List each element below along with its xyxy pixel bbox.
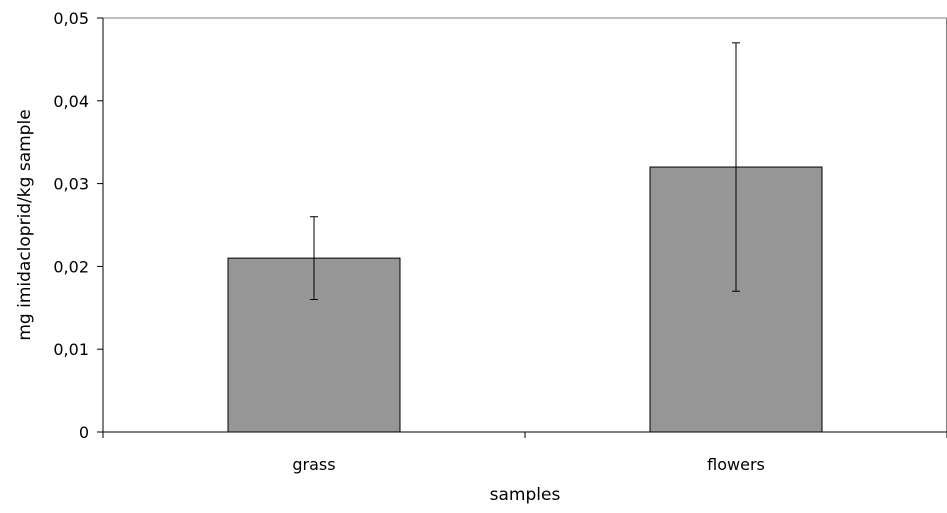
y-tick-label: 0,05 <box>53 9 89 28</box>
x-ticks-group: grass flowers <box>102 432 947 474</box>
x-axis-title: samples <box>490 485 561 505</box>
y-ticks-group: 0 0,01 0,02 0,03 0,04 0,05 <box>53 9 103 442</box>
y-axis-title: mg imidacloprid/kg sample <box>15 109 35 340</box>
x-tick-label-grass: grass <box>292 455 335 474</box>
error-bars-group <box>310 42 740 301</box>
y-tick-label: 0 <box>79 423 89 442</box>
x-tick-label-flowers: flowers <box>707 455 765 474</box>
y-tick-label: 0,03 <box>53 175 89 194</box>
y-tick-label: 0,01 <box>53 340 89 359</box>
y-tick-label: 0,02 <box>53 257 89 276</box>
y-tick-label: 0,04 <box>53 92 89 111</box>
